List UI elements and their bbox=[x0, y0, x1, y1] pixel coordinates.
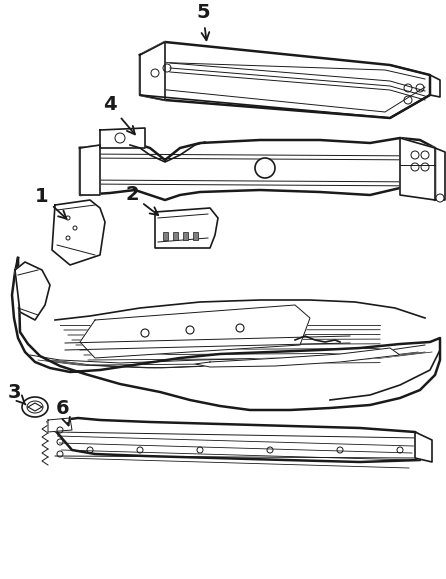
Polygon shape bbox=[52, 200, 105, 265]
Polygon shape bbox=[80, 138, 435, 200]
Bar bbox=[163, 232, 168, 240]
Circle shape bbox=[255, 158, 275, 178]
Bar bbox=[173, 232, 178, 240]
Text: 5: 5 bbox=[196, 3, 210, 41]
Polygon shape bbox=[48, 418, 430, 462]
Polygon shape bbox=[140, 42, 430, 118]
Polygon shape bbox=[400, 138, 435, 200]
Text: 3: 3 bbox=[7, 383, 25, 405]
Polygon shape bbox=[80, 145, 100, 195]
Polygon shape bbox=[80, 305, 310, 358]
Polygon shape bbox=[415, 432, 432, 462]
Polygon shape bbox=[195, 348, 400, 367]
Text: 4: 4 bbox=[103, 96, 135, 134]
Text: 1: 1 bbox=[35, 186, 66, 219]
Polygon shape bbox=[15, 262, 50, 320]
Circle shape bbox=[186, 326, 194, 334]
Polygon shape bbox=[48, 418, 72, 432]
Polygon shape bbox=[12, 258, 440, 410]
Bar bbox=[193, 232, 198, 240]
Polygon shape bbox=[100, 128, 145, 148]
Bar bbox=[183, 232, 188, 240]
Polygon shape bbox=[155, 208, 218, 248]
Circle shape bbox=[141, 329, 149, 337]
Ellipse shape bbox=[22, 397, 48, 417]
Circle shape bbox=[236, 324, 244, 332]
Circle shape bbox=[436, 194, 444, 202]
Text: 2: 2 bbox=[125, 185, 158, 215]
Polygon shape bbox=[140, 42, 165, 100]
Circle shape bbox=[115, 133, 125, 143]
Text: 6: 6 bbox=[56, 398, 70, 426]
